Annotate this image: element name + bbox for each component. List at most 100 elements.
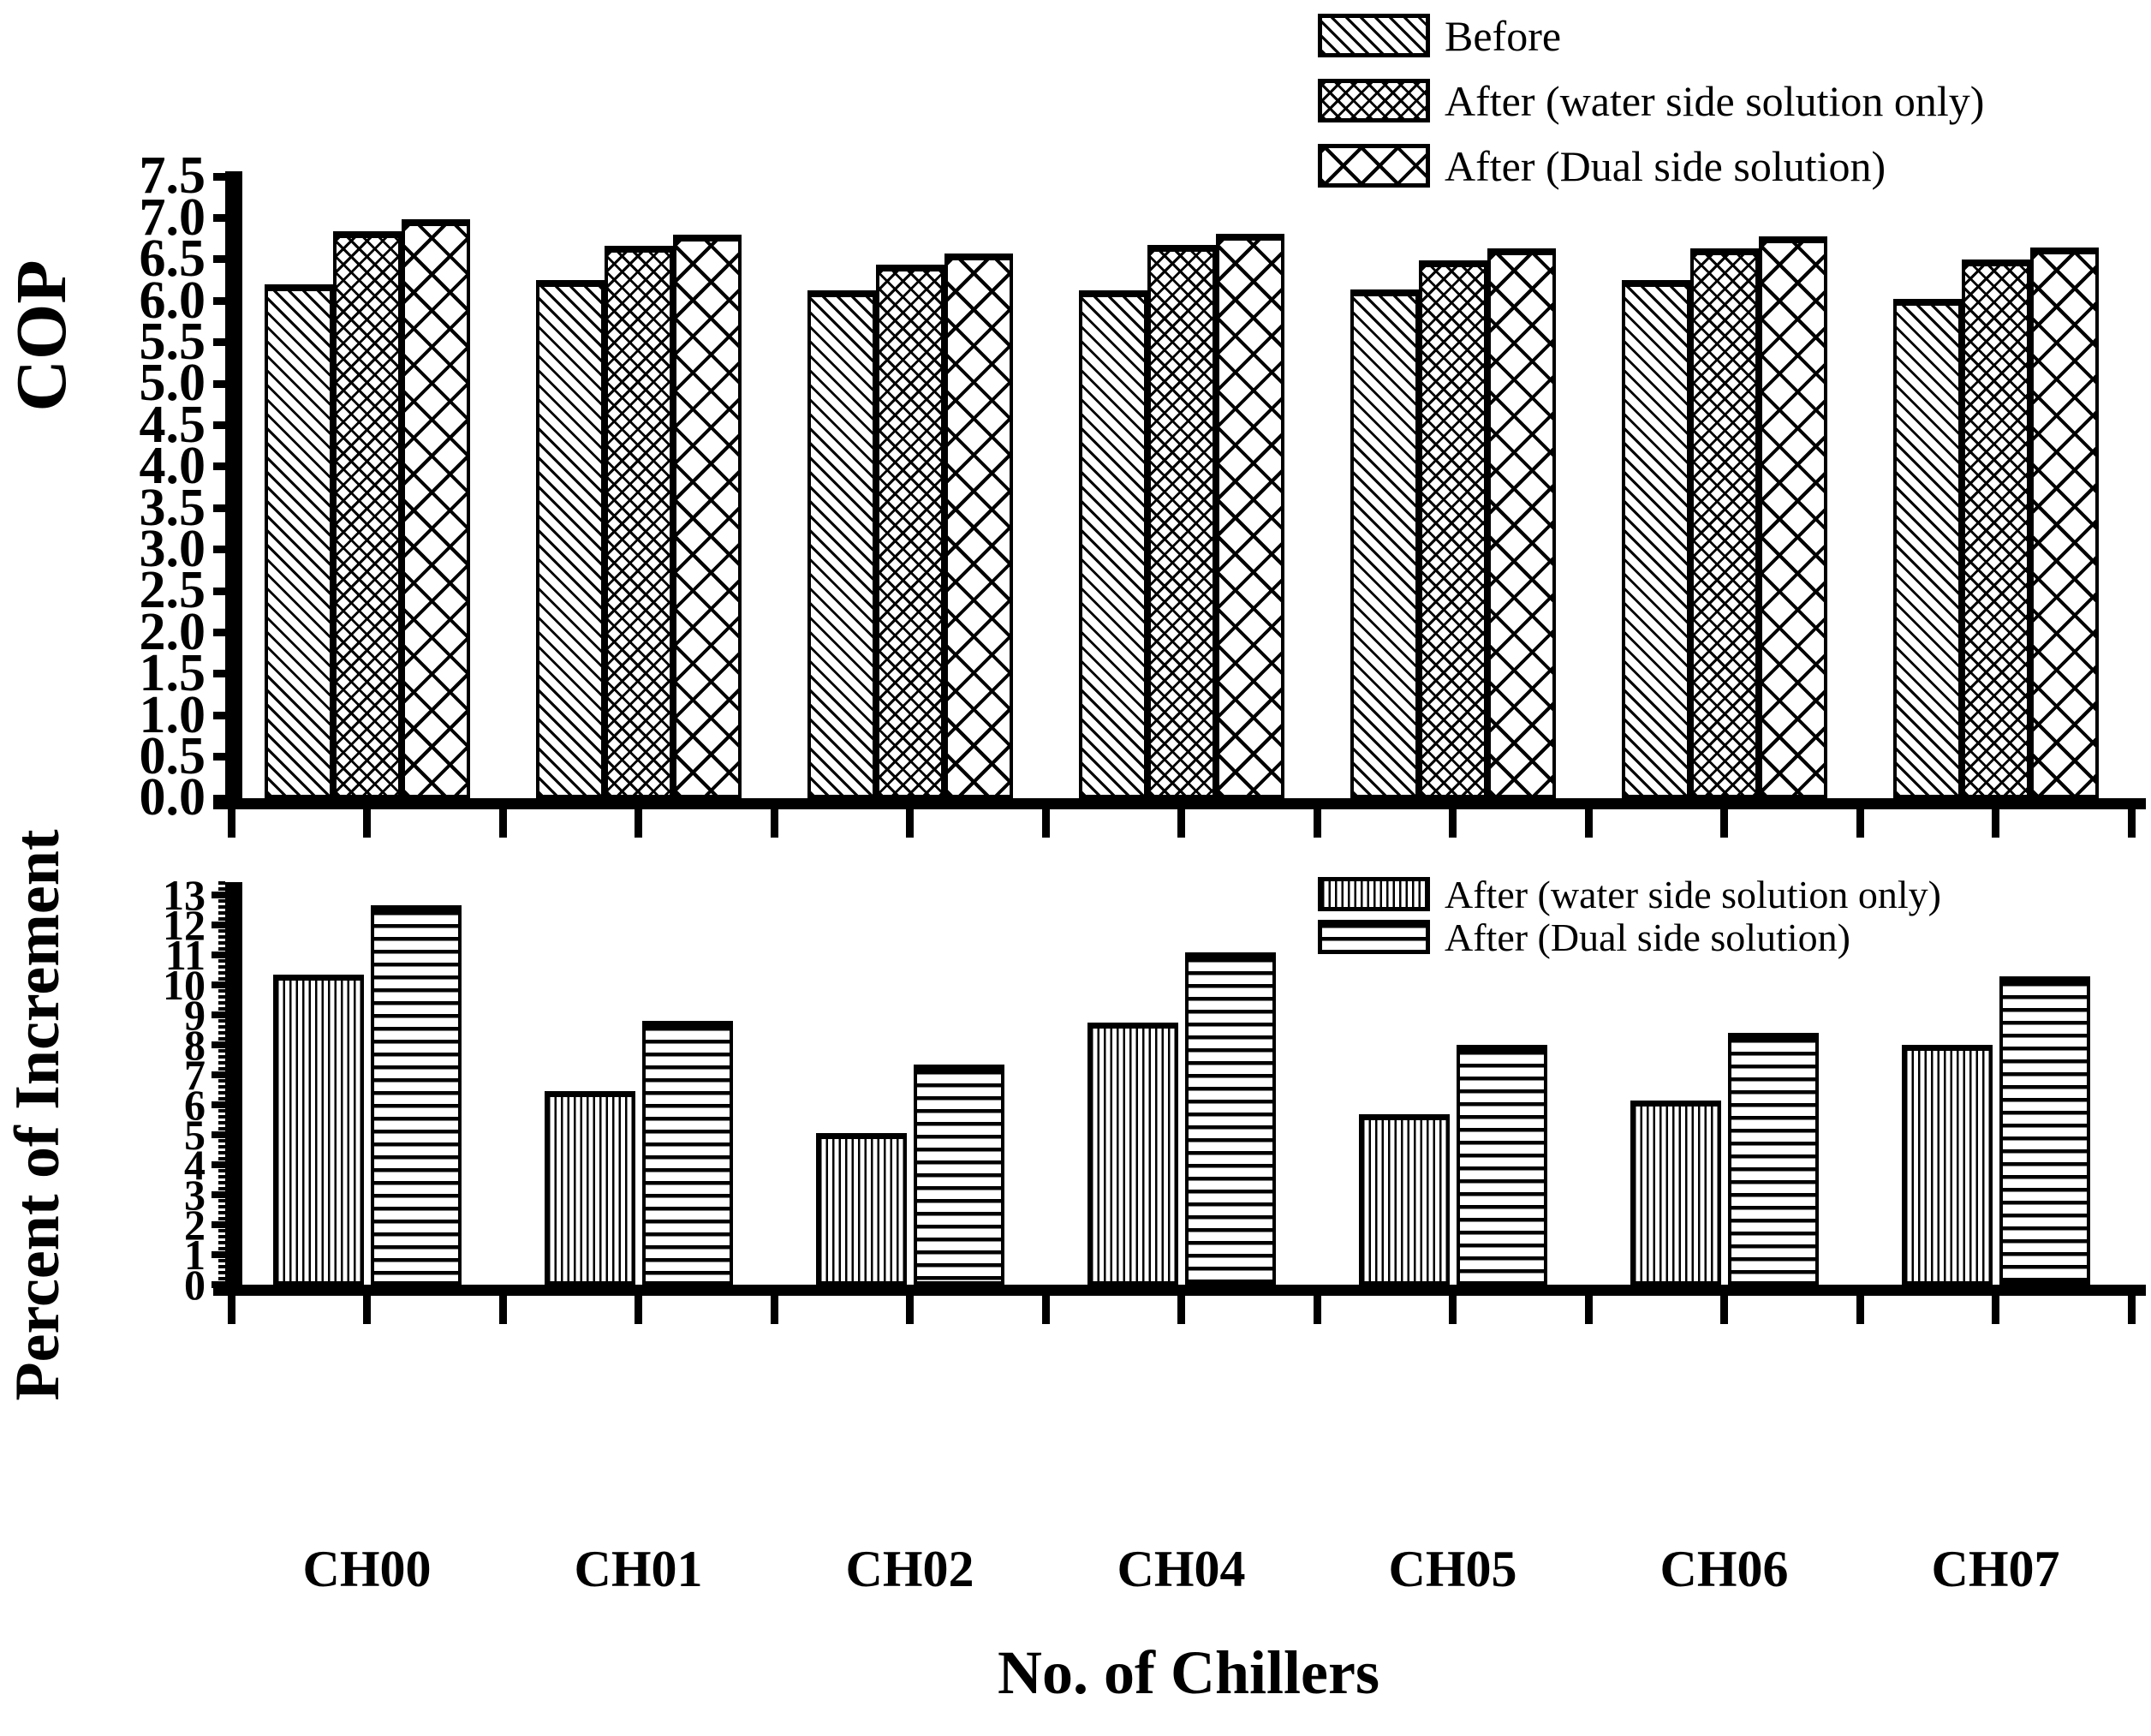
- y-axis-minor-tick: [218, 965, 225, 969]
- y-axis-tick: [213, 462, 225, 471]
- bar-ch07-hlines: [1999, 975, 2090, 1285]
- x-axis-tick: [770, 809, 778, 838]
- x-axis-line: [213, 798, 2146, 809]
- y-axis-tick: [213, 711, 225, 719]
- x-axis-tick: [1584, 809, 1593, 838]
- y-axis-tick-label: 2: [184, 1201, 206, 1249]
- y-axis-tick-label: 1: [184, 1231, 206, 1279]
- y-axis-tick-label: 12: [163, 901, 206, 949]
- bar-ch00-diag: [264, 283, 333, 798]
- bar-ch01-cross-lg: [672, 234, 742, 798]
- y-axis-minor-tick: [218, 1247, 225, 1250]
- bar-ch02-hlines: [913, 1064, 1004, 1285]
- y-axis-tick-label: 10: [163, 961, 206, 1009]
- bar-ch02-vlines: [815, 1133, 907, 1285]
- x-axis-tick: [635, 1296, 642, 1324]
- y-axis-tick-label: 8: [184, 1021, 206, 1069]
- y-axis-minor-tick: [218, 1169, 225, 1172]
- x-axis-tick: [1313, 1296, 1321, 1324]
- bar-ch00-vlines: [272, 974, 364, 1285]
- y-axis-spine: [225, 171, 242, 809]
- y-axis-minor-tick: [218, 1271, 225, 1274]
- bar-ch07-diag: [1892, 299, 1962, 798]
- y-axis-minor-tick: [218, 947, 225, 951]
- y-axis-tick-label: 5: [184, 1111, 206, 1159]
- y-axis-tick: [212, 1041, 225, 1048]
- y-axis-tick: [212, 981, 225, 988]
- y-axis-tick: [213, 421, 225, 429]
- x-axis-tick: [1177, 809, 1185, 838]
- x-axis-tick: [906, 1296, 914, 1324]
- y-axis-tick: [212, 922, 225, 928]
- x-category-label: CH07: [1931, 1541, 2060, 1597]
- x-axis-tick: [1856, 809, 1864, 838]
- y-axis-minor-tick: [218, 1127, 225, 1130]
- y-axis-tick-label: 7.0: [139, 188, 206, 247]
- y-axis-tick-label: 4.5: [139, 395, 206, 454]
- y-axis-minor-tick: [218, 935, 225, 939]
- y-axis-minor-tick: [218, 1067, 225, 1071]
- legend-swatch-cross-lg-icon: [1318, 144, 1430, 188]
- y-axis-tick-label: 2.5: [139, 561, 206, 620]
- bar-ch04-cross-lg: [1215, 233, 1284, 798]
- y-axis-minor-tick: [218, 1007, 225, 1011]
- y-axis-tick-label: 3.5: [139, 478, 206, 537]
- y-axis-minor-tick: [218, 941, 225, 945]
- x-axis-tick: [227, 1296, 235, 1324]
- y-axis-minor-tick: [218, 1091, 225, 1095]
- x-axis-tick: [363, 1296, 371, 1324]
- y-axis-minor-tick: [218, 971, 225, 975]
- x-category-label: CH06: [1659, 1541, 1789, 1597]
- bar-ch06-vlines: [1630, 1100, 1721, 1285]
- y-axis-tick: [212, 1251, 225, 1258]
- y-axis-minor-tick: [218, 1037, 225, 1041]
- y-axis-minor-tick: [218, 899, 225, 903]
- y-axis-tick-label: 5.0: [139, 354, 206, 413]
- bar-ch06-cross-sm: [1689, 248, 1759, 798]
- y-axis-tick-label: 4: [184, 1141, 206, 1189]
- y-axis-minor-tick: [218, 1079, 225, 1083]
- y-axis-tick-label: 7: [184, 1051, 206, 1099]
- y-axis-tick-label: 0: [184, 1261, 206, 1309]
- legend-swatch-hlines-icon: [1318, 920, 1430, 954]
- y-axis-minor-tick: [218, 1187, 225, 1190]
- x-axis-title: No. of Chillers: [998, 1638, 1379, 1707]
- y-axis-minor-tick: [218, 1277, 225, 1280]
- y-axis-tick: [212, 1011, 225, 1018]
- y-axis-tick: [212, 1161, 225, 1168]
- x-category-label: CH00: [302, 1541, 432, 1597]
- bar-ch00-hlines: [370, 905, 462, 1285]
- y-axis-minor-tick: [218, 977, 225, 981]
- bar-ch04-hlines: [1184, 952, 1276, 1285]
- y-axis-tick-label: 3: [184, 1171, 206, 1219]
- y-axis-tick: [213, 213, 225, 222]
- y-axis-tick-label: 1.0: [139, 685, 206, 744]
- x-axis-tick: [1313, 809, 1321, 838]
- y-axis-minor-tick: [218, 1121, 225, 1125]
- y-axis-minor-tick: [218, 989, 225, 993]
- y-axis-tick: [213, 546, 225, 554]
- y-axis-minor-tick: [218, 881, 225, 885]
- bar-ch07-vlines: [1901, 1045, 1993, 1285]
- bar-ch07-cross-sm: [1961, 259, 2030, 798]
- y-axis-minor-tick: [218, 1199, 225, 1202]
- y-axis-minor-tick: [218, 1115, 225, 1119]
- legend-swatch-cross-sm-icon: [1318, 79, 1430, 122]
- y-axis-tick-label: 1.5: [139, 644, 206, 703]
- y-axis-tick: [213, 670, 225, 678]
- y-axis-tick-label: 11: [164, 931, 206, 979]
- y-axis-tick-label: 6: [184, 1081, 206, 1129]
- y-axis-tick: [212, 1101, 225, 1108]
- x-axis-tick: [1856, 1296, 1864, 1324]
- bar-ch05-hlines: [1456, 1045, 1547, 1285]
- y-axis-tick: [213, 587, 225, 595]
- x-axis-tick: [1720, 809, 1728, 838]
- x-axis-tick: [906, 809, 914, 838]
- x-axis-tick: [498, 809, 507, 838]
- bar-ch07-cross-lg: [2029, 248, 2099, 798]
- y-axis-minor-tick: [218, 1085, 225, 1089]
- y-axis-minor-tick: [218, 1025, 225, 1029]
- y-axis-tick-label: 7.5: [139, 146, 206, 206]
- y-axis-tick-label: 2.0: [139, 602, 206, 661]
- bar-ch04-cross-sm: [1147, 245, 1216, 798]
